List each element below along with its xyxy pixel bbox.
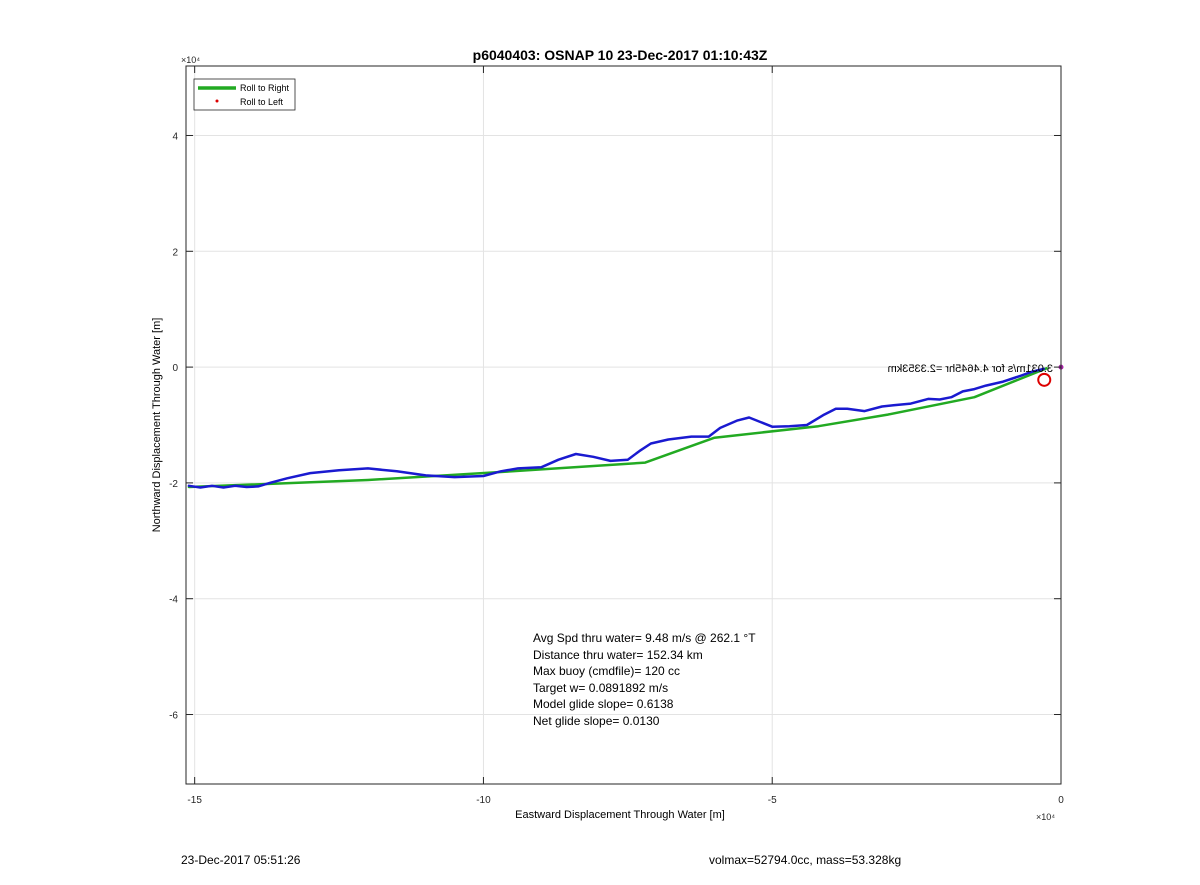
end-circle-marker xyxy=(1037,372,1052,387)
stat-model-glide: Model glide slope= 0.6138 xyxy=(533,697,674,711)
y-axis-label: Northward Displacement Through Water [m] xyxy=(151,318,163,533)
mirrored-speed-label: 3.031m/s for 4.4645hr =2.3353km xyxy=(888,363,1053,375)
footer-volmax-mass: volmax=52794.0cc, mass=53.328kg xyxy=(709,853,902,867)
x-tick-label: -5 xyxy=(768,795,777,806)
stat-max-buoy: Max buoy (cmdfile)= 120 cc xyxy=(533,664,680,678)
series-line-roll-right xyxy=(187,367,1048,489)
stats-annotation: Avg Spd thru water= 9.48 m/s @ 262.1 °T … xyxy=(533,631,756,728)
x-tick-label: -10 xyxy=(476,795,491,806)
stat-net-glide: Net glide slope= 0.0130 xyxy=(533,714,660,728)
stat-distance: Distance thru water= 152.34 km xyxy=(533,648,703,662)
series-layer xyxy=(187,367,1048,489)
y-exponent-label: ×10⁴ xyxy=(181,55,200,65)
series-line-track xyxy=(187,367,1045,489)
axis-ticks: -15 -10 -5 0 -6 -4 -2 0 2 4 xyxy=(169,66,1064,806)
y-tick-label: 2 xyxy=(172,247,178,258)
footer-timestamp: 23-Dec-2017 05:51:26 xyxy=(181,853,301,867)
plot-frame xyxy=(185,65,1062,785)
y-tick-label: -2 xyxy=(169,479,178,490)
x-tick-label: 0 xyxy=(1058,795,1064,806)
x-exponent-label: ×10⁴ xyxy=(1036,812,1055,822)
x-tick-label: -15 xyxy=(187,795,202,806)
legend-swatch-roll-left xyxy=(215,99,219,103)
legend-box xyxy=(193,78,296,111)
grid-lines xyxy=(186,66,1062,784)
legend: Roll to Right Roll to Left xyxy=(193,78,296,111)
y-tick-label: 0 xyxy=(172,363,178,374)
y-tick-label: 4 xyxy=(172,131,178,142)
stat-avg-speed: Avg Spd thru water= 9.48 m/s @ 262.1 °T xyxy=(533,631,756,645)
legend-label-roll-right: Roll to Right xyxy=(240,83,290,93)
stat-target-w: Target w= 0.0891892 m/s xyxy=(533,681,668,695)
chart-title: p6040403: OSNAP 10 23-Dec-2017 01:10:43Z xyxy=(473,47,768,63)
legend-label-roll-left: Roll to Left xyxy=(240,97,284,107)
y-tick-label: -4 xyxy=(169,595,178,606)
x-axis-label: Eastward Displacement Through Water [m] xyxy=(515,809,725,821)
y-tick-label: -6 xyxy=(169,711,178,722)
plot-area xyxy=(186,66,1061,784)
